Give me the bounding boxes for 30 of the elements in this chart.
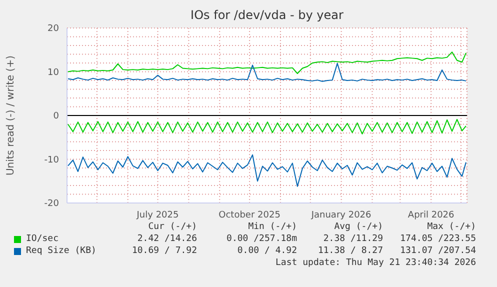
x-tick-label: January 2026: [310, 210, 372, 220]
text: 11.38 / 8.27: [318, 246, 383, 256]
text: 10.69 / 7.92: [132, 246, 197, 256]
text: 2.42 /14.26: [137, 234, 197, 244]
text: 174.05 /223.55: [400, 234, 476, 244]
text: 131.07 /207.54: [400, 246, 476, 256]
text: Cur (-/+): [148, 222, 197, 232]
legend-label: IO/sec: [26, 234, 59, 244]
line-series: [68, 118, 466, 134]
line-series: [68, 52, 466, 74]
x-tick-label: October 2025: [218, 210, 280, 220]
text: 2.38 /11.29: [323, 234, 383, 244]
y-tick-label: -10: [44, 155, 60, 166]
y-tick-label: 0: [53, 112, 60, 122]
legend-label: Req Size (KB): [26, 246, 96, 256]
y-tick-label: -20: [44, 199, 60, 210]
x-tick-label: July 2025: [136, 210, 179, 220]
text: Max (-/+): [427, 222, 476, 232]
text: Last update: Thu May 21 23:40:34 2026: [276, 258, 476, 268]
x-tick-label: April 2026: [408, 210, 455, 220]
text: 0.00 /257.18m: [226, 234, 297, 244]
text: Avg (-/+): [334, 222, 383, 232]
text: 0.00 / 4.92: [237, 246, 297, 256]
chart-title: IOs for /dev/vda - by year: [190, 8, 344, 22]
text: Min (-/+): [248, 222, 297, 232]
y-tick-label: 20: [48, 24, 60, 34]
line-series: [68, 154, 466, 187]
line-series: [68, 62, 466, 82]
y-tick-label: 10: [48, 68, 60, 78]
y-axis-title: Units read (-) / write (+): [6, 55, 17, 176]
